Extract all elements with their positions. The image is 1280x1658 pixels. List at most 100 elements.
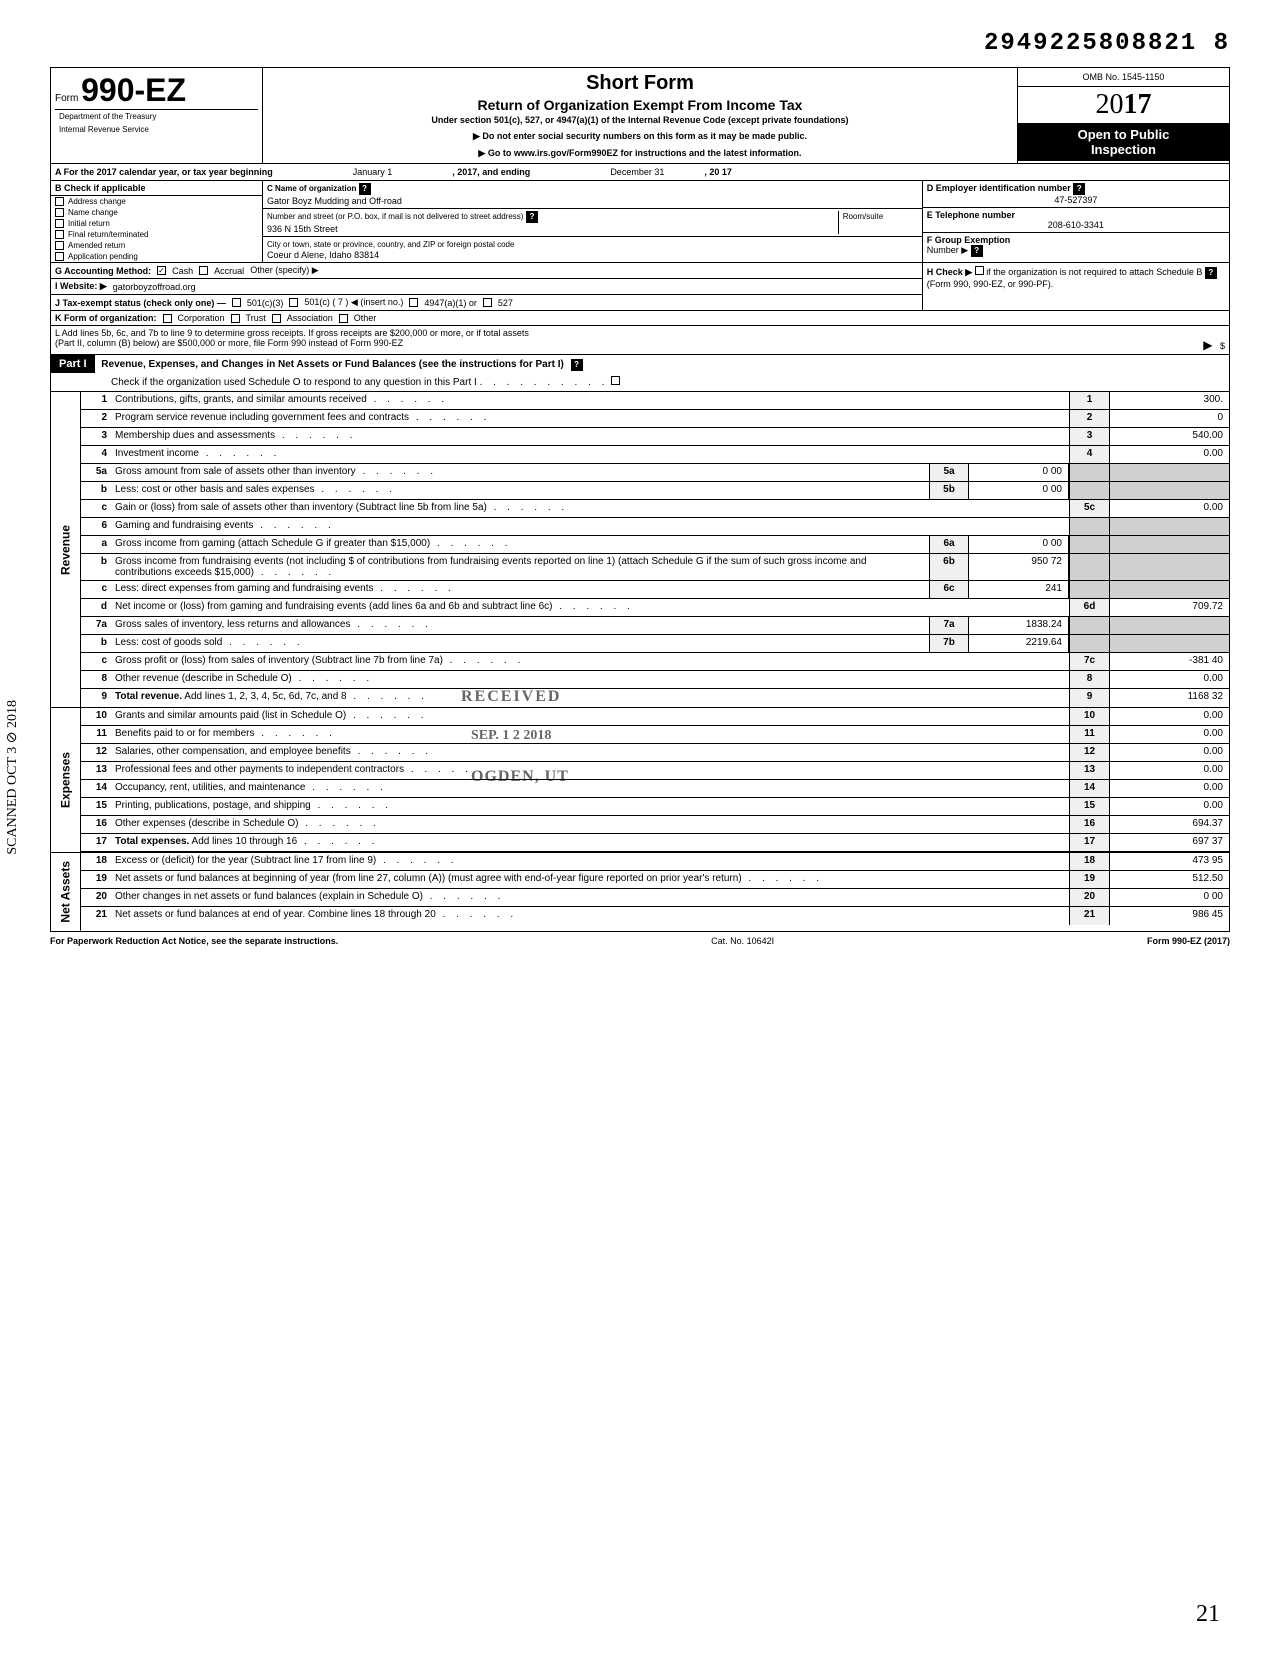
line-description: Gross amount from sale of assets other t… — [111, 464, 929, 481]
check-schedule-o[interactable] — [611, 376, 620, 385]
revenue-section: Revenue 1Contributions, gifts, grants, a… — [50, 392, 1230, 708]
line-description: Gross profit or (loss) from sales of inv… — [111, 653, 1069, 670]
end-value-shaded — [1109, 518, 1229, 535]
end-value-shaded — [1109, 554, 1229, 580]
form-prefix: Form — [55, 93, 78, 104]
accrual-label: Accrual — [214, 266, 244, 276]
data-row: 8Other revenue (describe in Schedule O) … — [81, 671, 1229, 689]
data-row: 4Investment income . . . . . .40.00 — [81, 446, 1229, 464]
check-501c3[interactable] — [232, 298, 241, 307]
line-number: b — [81, 635, 111, 652]
j-opt1: 501(c)(3) — [247, 298, 284, 308]
check-501c[interactable] — [289, 298, 298, 307]
end-column-label: 1 — [1069, 392, 1109, 409]
line-description: Other revenue (describe in Schedule O) .… — [111, 671, 1069, 688]
ein-value: 47-527397 — [927, 195, 1225, 205]
org-name: Gator Boyz Mudding and Off-road — [267, 196, 918, 206]
handwritten-page: 21 — [1196, 1601, 1220, 1628]
part1-check-text: Check if the organization used Schedule … — [111, 377, 477, 388]
data-row: 6Gaming and fundraising events . . . . .… — [81, 518, 1229, 536]
end-column-value: 300. — [1109, 392, 1229, 409]
line-number: 19 — [81, 871, 111, 888]
ogden-stamp: OGDEN, UT — [471, 768, 569, 786]
end-column-shaded — [1069, 635, 1109, 652]
check-corp[interactable] — [163, 314, 172, 323]
check-initial[interactable] — [55, 219, 64, 228]
line-number: 7a — [81, 617, 111, 634]
date-stamp: SEP. 1 2 2018 — [471, 728, 551, 744]
line-number: 6 — [81, 518, 111, 535]
line-number: 5a — [81, 464, 111, 481]
year-prefix: 20 — [1095, 89, 1123, 120]
end-column-value: 540.00 — [1109, 428, 1229, 445]
l-dollar: $ — [1220, 341, 1225, 351]
end-column-value: 709.72 — [1109, 599, 1229, 616]
data-row: 21Net assets or fund balances at end of … — [81, 907, 1229, 925]
data-row: 17Total expenses. Add lines 10 through 1… — [81, 834, 1229, 852]
part1-label: Part I — [51, 355, 95, 373]
street-label: Number and street (or P.O. box, if mail … — [267, 212, 523, 221]
i-label: I Website: ▶ — [55, 281, 107, 292]
j-opt4: 527 — [498, 298, 513, 308]
line-number: b — [81, 554, 111, 580]
line-a: A For the 2017 calendar year, or tax yea… — [50, 164, 1230, 181]
end-value-shaded — [1109, 464, 1229, 481]
end-value-shaded — [1109, 536, 1229, 553]
line-number: 13 — [81, 762, 111, 779]
mid-column-value: 0 00 — [969, 482, 1069, 499]
check-4947[interactable] — [409, 298, 418, 307]
line-description: Occupancy, rent, utilities, and maintena… — [111, 780, 1069, 797]
check-final[interactable] — [55, 230, 64, 239]
data-row: cLess: direct expenses from gaming and f… — [81, 581, 1229, 599]
end-column-label: 16 — [1069, 816, 1109, 833]
check-name-label: Name change — [68, 208, 118, 217]
check-address-change[interactable] — [55, 197, 64, 206]
check-amended[interactable] — [55, 241, 64, 250]
end-column-label: 10 — [1069, 708, 1109, 725]
e-label: E Telephone number — [927, 210, 1015, 220]
line-number: 12 — [81, 744, 111, 761]
check-527[interactable] — [483, 298, 492, 307]
line-description: Less: cost of goods sold . . . . . . — [111, 635, 929, 652]
check-other-org[interactable] — [339, 314, 348, 323]
end-value-shaded — [1109, 617, 1229, 634]
end-column-label: 8 — [1069, 671, 1109, 688]
end-column-value: 0 — [1109, 410, 1229, 427]
data-row: cGross profit or (loss) from sales of in… — [81, 653, 1229, 671]
footer-right: Form 990-EZ (2017) — [1147, 936, 1230, 946]
end-column-label: 4 — [1069, 446, 1109, 463]
data-row: 12Salaries, other compensation, and empl… — [81, 744, 1229, 762]
check-h[interactable] — [975, 266, 984, 275]
check-pending[interactable] — [55, 252, 64, 261]
end-column-shaded — [1069, 536, 1109, 553]
line-description: Other changes in net assets or fund bala… — [111, 889, 1069, 906]
scanned-stamp: SCANNED OCT 3 ⊘ 2018 — [5, 700, 21, 855]
check-accrual[interactable] — [199, 266, 208, 275]
data-row: aGross income from gaming (attach Schedu… — [81, 536, 1229, 554]
phone-value: 208-610-3341 — [927, 220, 1225, 230]
end-column-shaded — [1069, 518, 1109, 535]
other-label: Other (specify) ▶ — [250, 265, 318, 276]
omb-number: OMB No. 1545-1150 — [1018, 68, 1229, 87]
end-column-shaded — [1069, 464, 1109, 481]
l-text2: (Part II, column (B) below) are $500,000… — [55, 338, 403, 352]
line-a-end-year: , 20 17 — [704, 167, 732, 177]
end-column-value: 0.00 — [1109, 726, 1229, 743]
end-column-value: 0.00 — [1109, 744, 1229, 761]
check-assoc[interactable] — [272, 314, 281, 323]
line-description: Gross sales of inventory, less returns a… — [111, 617, 929, 634]
line-description: Total expenses. Add lines 10 through 16 … — [111, 834, 1069, 851]
line-number: 9 — [81, 689, 111, 707]
end-column-value: 1168 32 — [1109, 689, 1229, 707]
data-row: 9Total revenue. Add lines 1, 2, 3, 4, 5c… — [81, 689, 1229, 707]
mid-column-label: 6c — [929, 581, 969, 598]
end-column-value: 512.50 — [1109, 871, 1229, 888]
check-name-change[interactable] — [55, 208, 64, 217]
end-column-value: 0.00 — [1109, 708, 1229, 725]
h-text: if the organization is not required to a… — [986, 267, 1202, 277]
check-cash[interactable] — [157, 266, 166, 275]
end-column-label: 19 — [1069, 871, 1109, 888]
check-trust[interactable] — [231, 314, 240, 323]
mid-column-label: 5a — [929, 464, 969, 481]
data-row: 18Excess or (deficit) for the year (Subt… — [81, 853, 1229, 871]
